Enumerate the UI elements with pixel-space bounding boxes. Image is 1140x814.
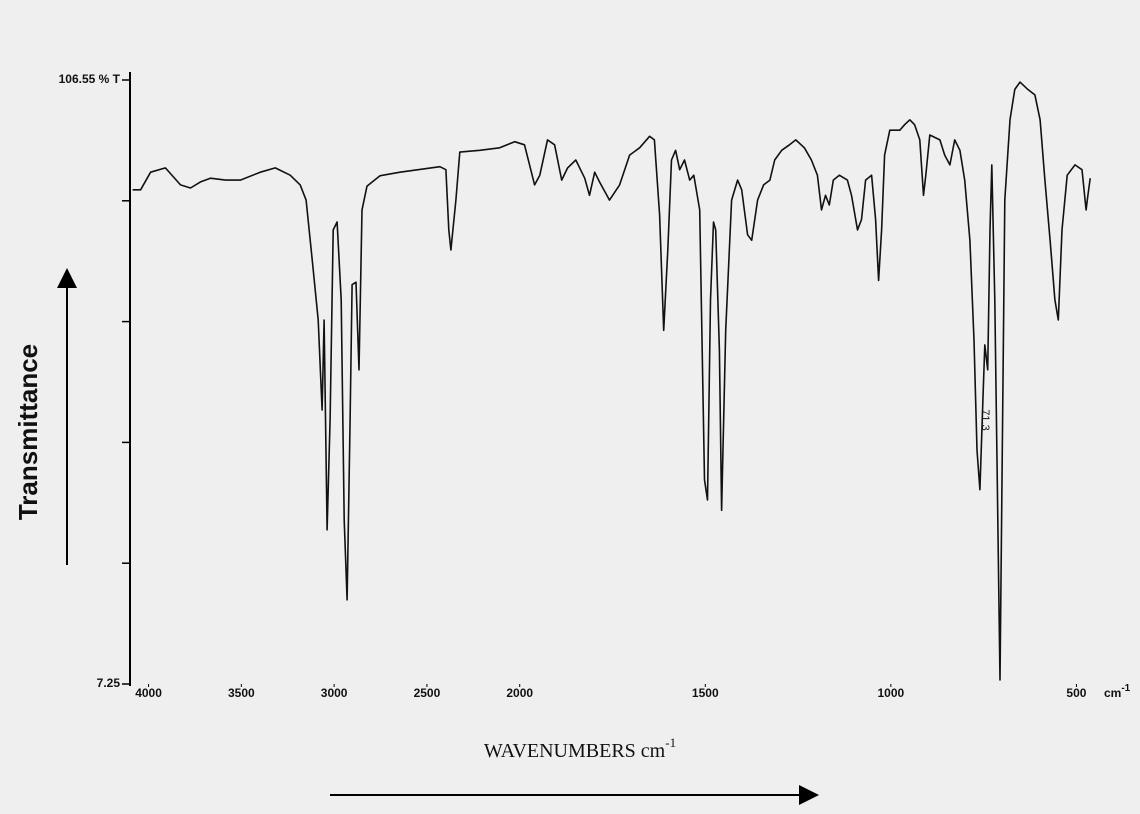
x-unit-text: cm — [1104, 686, 1121, 700]
plot-area: 106.55 % T 7.25 4000 3500 3000 2500 2000 1500 10… — [59, 72, 1091, 700]
x-axis-label-text: WAVENUMBERS cm — [484, 740, 666, 762]
annotation: 71.3 — [979, 409, 991, 430]
x-tick-label: 2500 — [414, 686, 441, 700]
x-tick-label: 4000 — [135, 686, 162, 700]
x-axis-label: WAVENUMBERS cm-1 — [484, 735, 676, 762]
y-axis-label: Transmittance — [13, 344, 43, 520]
x-tick-label: 500 — [1066, 686, 1086, 700]
x-tick-label: 1000 — [878, 686, 905, 700]
x-axis-label-sup: -1 — [665, 735, 676, 750]
x-tick-label: 2000 — [506, 686, 533, 700]
x-tick-label: 1500 — [692, 686, 719, 700]
spectrum-line — [132, 81, 1091, 681]
y-tick-label: 7.25 — [97, 676, 121, 690]
x-unit: cm-1 — [1104, 683, 1131, 701]
x-unit-sup: -1 — [1121, 683, 1130, 694]
x-tick-label: 3500 — [228, 686, 255, 700]
y-tick-label: 106.55 % T — [59, 72, 121, 86]
x-tick-label: 3000 — [321, 686, 348, 700]
